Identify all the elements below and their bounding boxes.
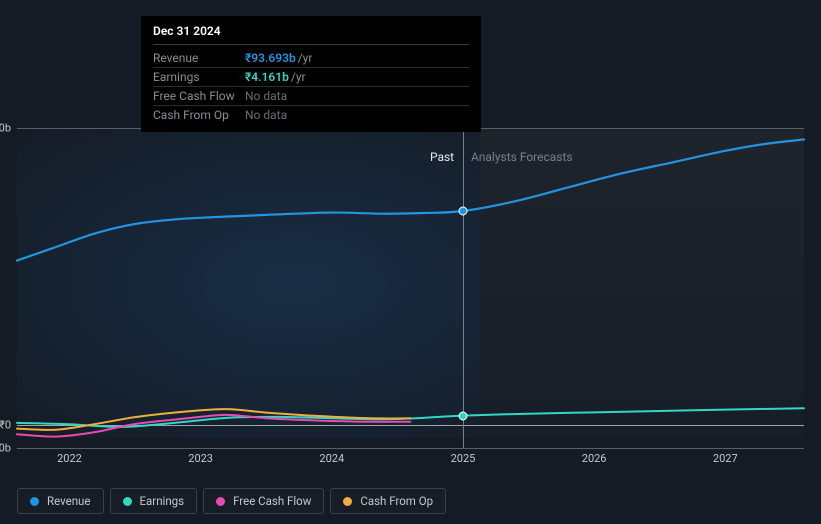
legend-item-fcf[interactable]: Free Cash Flow	[203, 488, 324, 514]
legend-label: Earnings	[140, 494, 185, 508]
series-line-revenue	[17, 139, 804, 260]
x-axis-tick: 2024	[319, 452, 344, 465]
hover-tooltip: Dec 31 2024 Revenue₹93.693b /yrEarnings₹…	[141, 16, 481, 132]
plot-bottom-border	[17, 448, 804, 449]
legend-dot-icon	[343, 497, 352, 506]
tooltip-unit: /yr	[291, 70, 306, 84]
tooltip-row: Cash From OpNo data	[153, 106, 469, 124]
y-axis-tick: ₹0	[0, 419, 11, 432]
tooltip-nodata: No data	[245, 108, 287, 122]
x-axis-tick: 2026	[582, 452, 607, 465]
legend-label: Free Cash Flow	[233, 494, 311, 508]
tooltip-row: Earnings₹4.161b /yr	[153, 68, 469, 87]
tooltip-row: Revenue₹93.693b /yr	[153, 49, 469, 68]
tooltip-key: Revenue	[153, 51, 245, 65]
x-axis-tick: 2027	[713, 452, 738, 465]
tooltip-key: Earnings	[153, 70, 245, 84]
legend-dot-icon	[30, 497, 39, 506]
tooltip-row: Free Cash FlowNo data	[153, 87, 469, 106]
hover-marker-earnings	[458, 411, 467, 420]
legend-item-revenue[interactable]: Revenue	[17, 488, 104, 514]
legend-dot-icon	[216, 497, 225, 506]
x-axis-tick: 2023	[188, 452, 213, 465]
x-axis-tick: 2022	[57, 452, 82, 465]
chart-lines	[17, 128, 804, 448]
hover-marker-revenue	[458, 206, 467, 215]
tooltip-value: ₹4.161b	[245, 70, 289, 84]
x-axis-tick: 2025	[451, 452, 476, 465]
tooltip-date: Dec 31 2024	[153, 24, 469, 45]
legend-item-earnings[interactable]: Earnings	[110, 488, 198, 514]
tooltip-unit: /yr	[298, 51, 313, 65]
legend-dot-icon	[123, 497, 132, 506]
tooltip-nodata: No data	[245, 89, 287, 103]
tooltip-key: Free Cash Flow	[153, 89, 245, 103]
chart-legend: Revenue Earnings Free Cash Flow Cash From O…	[17, 488, 446, 514]
legend-label: Cash From Op	[360, 494, 433, 508]
tooltip-value: ₹93.693b	[245, 51, 296, 65]
legend-item-cfo[interactable]: Cash From Op	[330, 488, 446, 514]
tooltip-key: Cash From Op	[153, 108, 245, 122]
legend-label: Revenue	[47, 494, 91, 508]
x-axis: 2022 2023 2024 2025 2026 2027	[17, 452, 804, 472]
y-axis-tick: ₹130b	[0, 122, 11, 135]
y-axis-tick: -₹10b	[0, 442, 11, 455]
